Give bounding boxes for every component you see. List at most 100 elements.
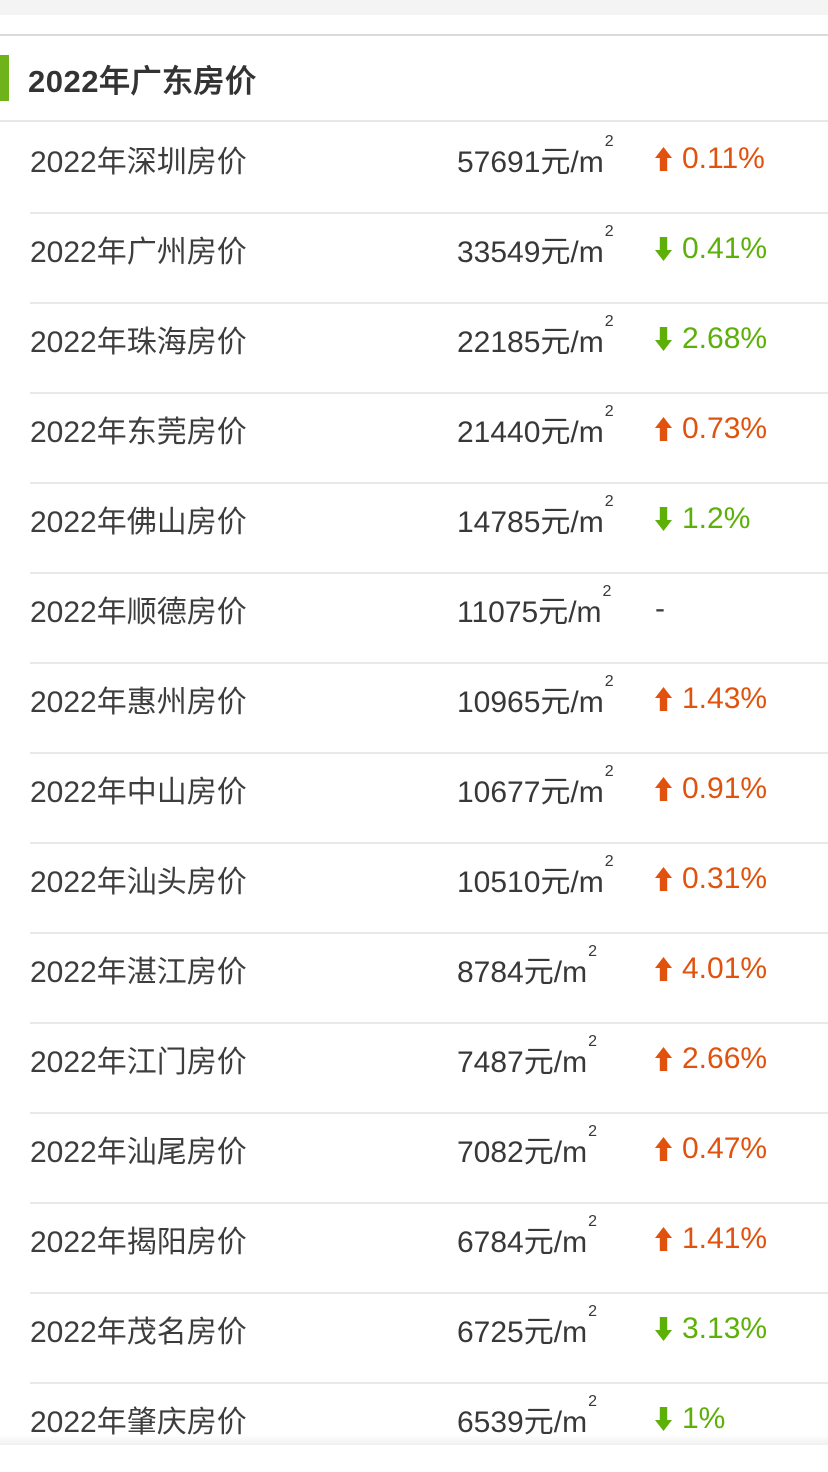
price-unit: 元/m <box>540 416 604 449</box>
change-text: 0.47% <box>682 1132 768 1165</box>
change-indicator: 1.2% <box>655 504 828 534</box>
arrow-up-icon <box>655 1047 672 1071</box>
arrow-up-icon <box>655 1227 672 1251</box>
price-unit-sup: 2 <box>604 313 614 330</box>
price-unit-sup: 2 <box>604 493 614 510</box>
price-number: 10965 <box>457 686 541 719</box>
price-unit-sup: 2 <box>588 1213 597 1230</box>
price-unit-sup: 2 <box>588 1033 597 1050</box>
change-text: 0.31% <box>682 862 768 895</box>
price-value: 57691元/m2 <box>457 133 655 181</box>
table-row[interactable]: 2022年茂名房价 6725元/m2 3.13% <box>0 1292 828 1382</box>
city-label: 2022年江门房价 <box>30 1046 247 1079</box>
arrow-down-icon <box>655 237 672 261</box>
table-row[interactable]: 2022年广州房价 33549元/m2 0.41% <box>0 212 828 302</box>
table-row[interactable]: 2022年江门房价 7487元/m2 2.66% <box>0 1022 828 1112</box>
arrow-up-icon <box>655 957 672 981</box>
arrow-up-icon <box>655 777 672 801</box>
price-unit: 元/m <box>523 1406 588 1439</box>
city-label: 2022年中山房价 <box>30 776 247 809</box>
city-label: 2022年湛江房价 <box>30 956 247 989</box>
table-row[interactable]: 2022年深圳房价 57691元/m2 0.11% <box>0 122 828 212</box>
top-strip <box>0 0 828 15</box>
table-row[interactable]: 2022年汕尾房价 7082元/m2 0.47% <box>0 1112 828 1202</box>
price-value: 10677元/m2 <box>457 763 655 811</box>
arrow-up-icon <box>655 147 672 171</box>
price-value: 7082元/m2 <box>457 1123 655 1171</box>
arrow-down-icon <box>655 1317 672 1341</box>
price-value: 10965元/m2 <box>457 673 655 721</box>
city-label: 2022年汕尾房价 <box>30 1136 247 1169</box>
city-label: 2022年佛山房价 <box>30 506 247 539</box>
price-number: 6539 <box>457 1406 524 1439</box>
table-row[interactable]: 2022年惠州房价 10965元/m2 1.43% <box>0 662 828 752</box>
price-value: 6539元/m2 <box>457 1393 655 1441</box>
price-value: 8784元/m2 <box>457 943 655 991</box>
arrow-down-icon <box>655 507 672 531</box>
city-label: 2022年汕头房价 <box>30 866 247 899</box>
price-number: 8784 <box>457 956 524 989</box>
price-number: 7082 <box>457 1136 524 1169</box>
change-text: 1% <box>682 1402 726 1435</box>
change-indicator: 1.41% <box>655 1224 828 1254</box>
price-unit-sup: 2 <box>604 673 614 690</box>
price-unit: 元/m <box>523 956 588 989</box>
change-text: 0.41% <box>682 232 768 265</box>
price-unit-sup: 2 <box>602 583 612 600</box>
city-label: 2022年惠州房价 <box>30 686 247 719</box>
price-unit: 元/m <box>538 596 602 629</box>
price-value: 21440元/m2 <box>457 403 655 451</box>
price-unit: 元/m <box>540 326 604 359</box>
price-unit-sup: 2 <box>604 223 614 240</box>
price-unit: 元/m <box>540 866 604 899</box>
arrow-up-icon <box>655 687 672 711</box>
table-row[interactable]: 2022年中山房价 10677元/m2 0.91% <box>0 752 828 842</box>
table-row[interactable]: 2022年顺德房价 11075元/m2 - <box>0 572 828 662</box>
price-list: 2022年深圳房价 57691元/m2 0.11% 2022年广州房价 3354… <box>0 122 828 1472</box>
city-label: 2022年顺德房价 <box>30 596 247 629</box>
table-row[interactable]: 2022年湛江房价 8784元/m2 4.01% <box>0 932 828 1022</box>
change-indicator: 0.73% <box>655 414 828 444</box>
price-unit-sup: 2 <box>604 853 614 870</box>
price-unit: 元/m <box>523 1046 588 1079</box>
change-indicator: 0.11% <box>655 144 828 174</box>
table-row[interactable]: 2022年佛山房价 14785元/m2 1.2% <box>0 482 828 572</box>
change-text: 1.41% <box>682 1222 768 1255</box>
price-number: 6725 <box>457 1316 524 1349</box>
table-row[interactable]: 2022年珠海房价 22185元/m2 2.68% <box>0 302 828 392</box>
price-unit: 元/m <box>540 146 604 179</box>
change-indicator: 3.13% <box>655 1314 828 1344</box>
price-unit-sup: 2 <box>588 1393 597 1410</box>
price-number: 22185 <box>457 326 541 359</box>
arrow-down-icon <box>655 327 672 351</box>
price-number: 33549 <box>457 236 541 269</box>
city-label: 2022年肇庆房价 <box>30 1406 247 1439</box>
price-unit-sup: 2 <box>604 133 614 150</box>
price-number: 6784 <box>457 1226 524 1259</box>
arrow-up-icon <box>655 417 672 441</box>
city-label: 2022年广州房价 <box>30 236 247 269</box>
change-text: 0.73% <box>682 412 768 445</box>
change-text: 0.11% <box>682 142 765 175</box>
change-indicator: 0.47% <box>655 1134 828 1164</box>
arrow-up-icon <box>655 1137 672 1161</box>
change-indicator: - <box>655 594 828 624</box>
price-number: 11075 <box>457 596 539 629</box>
change-text: 2.66% <box>682 1042 768 1075</box>
change-indicator: 0.91% <box>655 774 828 804</box>
price-number: 57691 <box>457 146 541 179</box>
table-row[interactable]: 2022年肇庆房价 6539元/m2 1% <box>0 1382 828 1472</box>
change-text: 4.01% <box>682 952 768 985</box>
change-text: 2.68% <box>682 322 768 355</box>
arrow-up-icon <box>655 867 672 891</box>
price-unit-sup: 2 <box>588 1123 597 1140</box>
table-row[interactable]: 2022年汕头房价 10510元/m2 0.31% <box>0 842 828 932</box>
city-label: 2022年揭阳房价 <box>30 1226 247 1259</box>
price-value: 11075元/m2 <box>457 583 655 631</box>
table-row[interactable]: 2022年揭阳房价 6784元/m2 1.41% <box>0 1202 828 1292</box>
price-number: 21440 <box>457 416 541 449</box>
table-row[interactable]: 2022年东莞房价 21440元/m2 0.73% <box>0 392 828 482</box>
city-label: 2022年珠海房价 <box>30 326 247 359</box>
price-value: 7487元/m2 <box>457 1033 655 1081</box>
section-header: 2022年广东房价 <box>0 36 828 122</box>
